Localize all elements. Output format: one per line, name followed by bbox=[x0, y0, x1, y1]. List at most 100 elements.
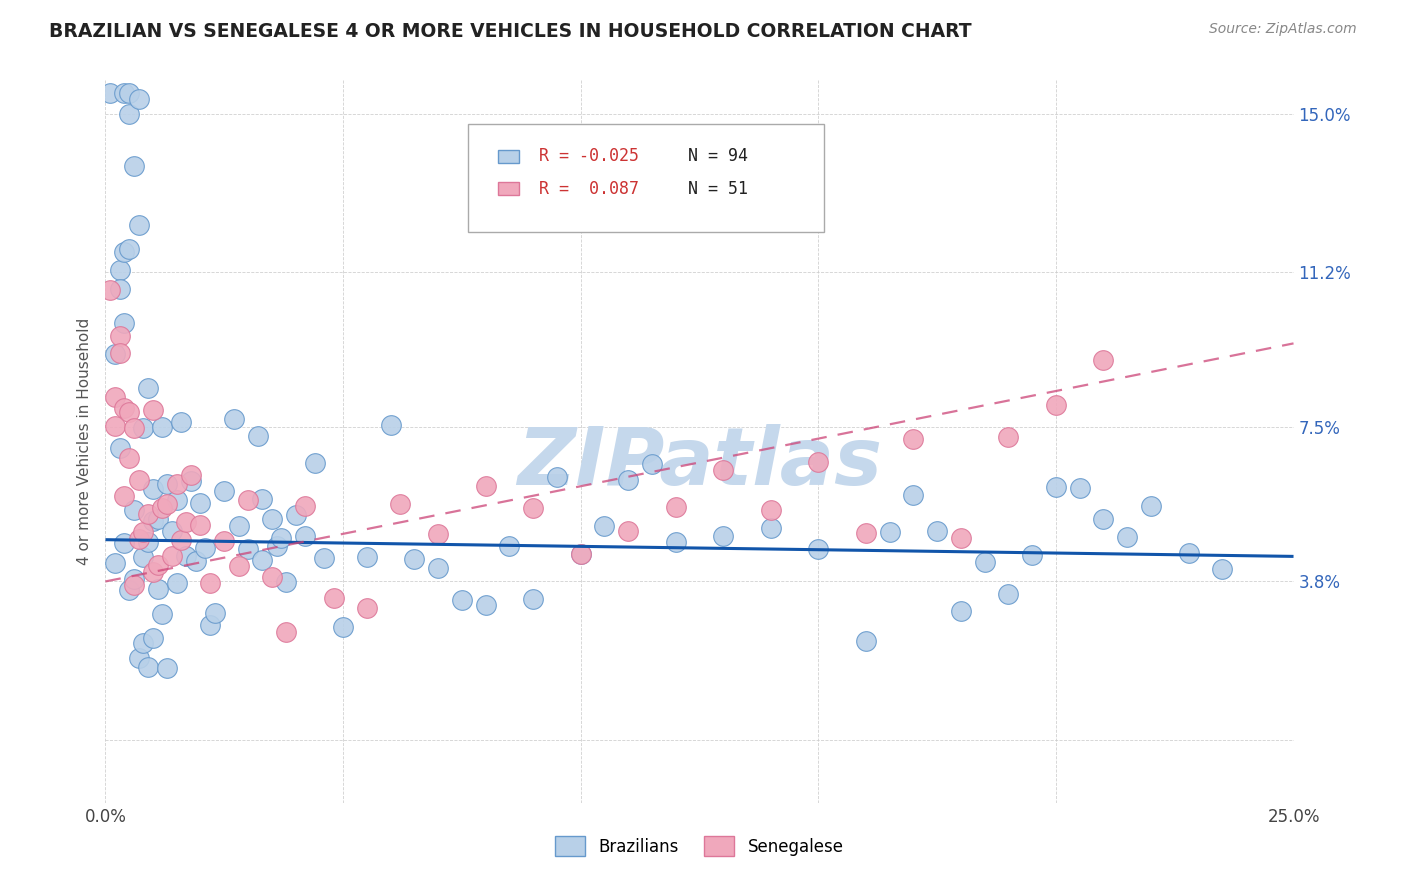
Point bbox=[118, 405, 141, 419]
Point bbox=[665, 535, 688, 549]
Point bbox=[184, 554, 207, 568]
Point bbox=[114, 316, 136, 330]
Point bbox=[108, 346, 131, 360]
Text: R =  0.087: R = 0.087 bbox=[538, 179, 640, 198]
Point bbox=[949, 531, 972, 545]
Point bbox=[104, 347, 127, 361]
Point bbox=[807, 542, 830, 557]
Point bbox=[136, 659, 159, 673]
Legend: Brazilians, Senegalese: Brazilians, Senegalese bbox=[548, 830, 851, 863]
Point bbox=[522, 500, 544, 515]
Point bbox=[118, 582, 141, 597]
Point bbox=[1021, 548, 1043, 562]
Point bbox=[108, 263, 131, 277]
Point bbox=[474, 598, 496, 612]
Point bbox=[128, 532, 150, 546]
Point bbox=[136, 535, 159, 549]
Point bbox=[228, 558, 250, 573]
Point bbox=[450, 592, 472, 607]
Point bbox=[252, 491, 274, 506]
Point bbox=[136, 381, 159, 395]
Point bbox=[118, 450, 141, 465]
Point bbox=[1069, 481, 1091, 495]
Point bbox=[142, 403, 165, 417]
Point bbox=[152, 607, 174, 621]
Text: N = 94: N = 94 bbox=[688, 147, 748, 165]
Point bbox=[132, 421, 155, 435]
Point bbox=[356, 550, 378, 565]
Point bbox=[146, 512, 169, 526]
Point bbox=[160, 524, 183, 538]
Point bbox=[98, 283, 121, 297]
Point bbox=[128, 218, 150, 232]
Point bbox=[1045, 480, 1067, 494]
Point bbox=[380, 418, 402, 433]
Point bbox=[132, 635, 155, 649]
Point bbox=[236, 542, 259, 557]
Point bbox=[546, 470, 568, 484]
Point bbox=[170, 533, 193, 548]
Point bbox=[142, 631, 165, 645]
Point bbox=[190, 496, 212, 510]
Point bbox=[132, 549, 155, 564]
Point bbox=[180, 467, 202, 482]
Point bbox=[522, 591, 544, 606]
Point bbox=[617, 524, 640, 538]
Point bbox=[312, 551, 335, 566]
Point bbox=[260, 511, 283, 525]
FancyBboxPatch shape bbox=[468, 124, 824, 232]
Point bbox=[389, 497, 412, 511]
Point bbox=[104, 390, 127, 404]
Point bbox=[214, 534, 236, 549]
Point bbox=[166, 492, 188, 507]
Point bbox=[132, 524, 155, 539]
Point bbox=[304, 456, 326, 470]
Point bbox=[198, 576, 221, 591]
Point bbox=[108, 442, 131, 456]
Point bbox=[160, 549, 183, 563]
Point bbox=[122, 421, 145, 435]
Point bbox=[569, 547, 592, 561]
Point bbox=[1045, 397, 1067, 411]
Point bbox=[152, 420, 174, 434]
Point bbox=[118, 86, 141, 100]
Point bbox=[198, 618, 221, 632]
Point bbox=[142, 482, 165, 496]
Point bbox=[322, 591, 344, 606]
Point bbox=[665, 500, 688, 514]
Point bbox=[427, 560, 450, 574]
Point bbox=[180, 474, 202, 488]
Point bbox=[190, 518, 212, 533]
Point bbox=[498, 540, 520, 554]
Point bbox=[128, 651, 150, 665]
Bar bbox=[498, 150, 519, 162]
Point bbox=[114, 86, 136, 100]
Y-axis label: 4 or more Vehicles in Household: 4 or more Vehicles in Household bbox=[76, 318, 91, 566]
Point bbox=[1211, 561, 1233, 575]
Point bbox=[214, 484, 236, 499]
Point bbox=[114, 401, 136, 416]
Point bbox=[855, 634, 877, 648]
Point bbox=[122, 159, 145, 173]
Point bbox=[252, 552, 274, 566]
Point bbox=[641, 458, 664, 472]
Point bbox=[1092, 511, 1115, 525]
Point bbox=[104, 419, 127, 434]
Point bbox=[274, 624, 297, 639]
Point bbox=[997, 587, 1019, 601]
Point bbox=[222, 411, 245, 425]
Point bbox=[118, 243, 141, 257]
Point bbox=[270, 532, 292, 546]
Text: Source: ZipAtlas.com: Source: ZipAtlas.com bbox=[1209, 22, 1357, 37]
Point bbox=[711, 463, 734, 477]
Point bbox=[142, 514, 165, 528]
Point bbox=[759, 503, 782, 517]
Point bbox=[122, 503, 145, 517]
Point bbox=[108, 328, 131, 343]
Point bbox=[118, 107, 141, 121]
Point bbox=[114, 536, 136, 550]
Point bbox=[122, 572, 145, 586]
Point bbox=[474, 478, 496, 492]
Point bbox=[973, 555, 995, 569]
Point bbox=[98, 86, 121, 100]
